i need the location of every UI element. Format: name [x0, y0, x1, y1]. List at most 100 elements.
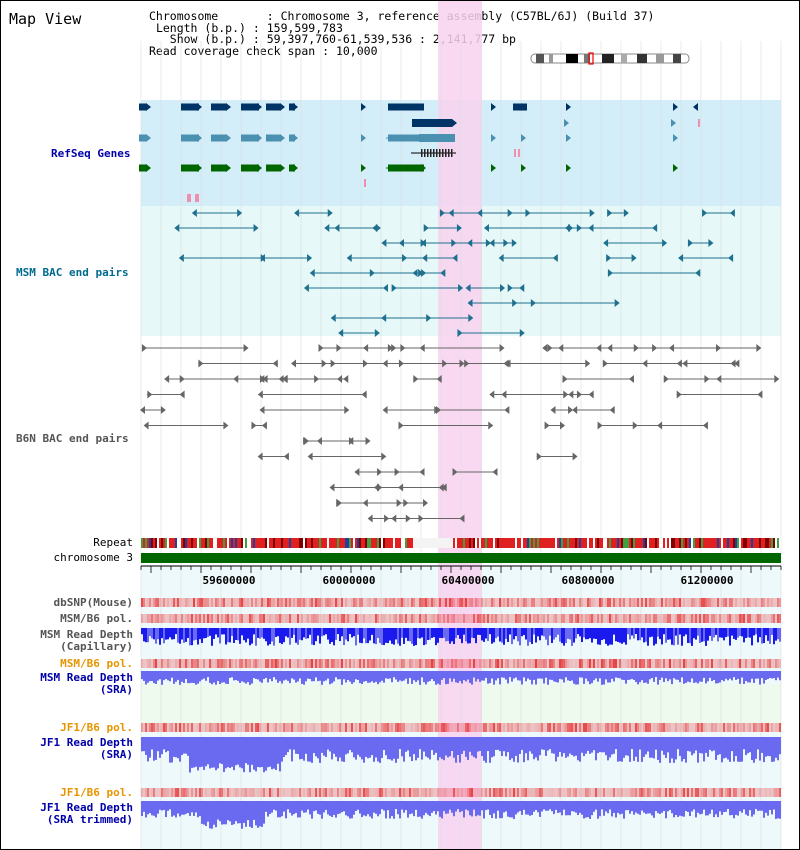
msm-pol-sra-cell: [331, 659, 333, 668]
msm-depth-sra-bar: [207, 671, 209, 678]
jf1-pol-trim-cell: [619, 788, 621, 797]
jf1-depth-sra-bar: [379, 737, 381, 763]
repeat-element: [657, 538, 659, 548]
msm-pol-cell: [581, 614, 583, 623]
jf1-pol-cell: [315, 723, 317, 732]
msm-pol-sra-cell: [321, 659, 323, 668]
jf1-pol-cell: [227, 723, 229, 732]
jf1-pol-cell: [183, 723, 185, 732]
msm-depth-cap-bar: [581, 628, 583, 643]
jf1-depth-trim-bar: [553, 801, 555, 815]
jf1-pol-trim-cell: [583, 788, 585, 797]
repeat-element: [583, 538, 585, 548]
msm-depth-cap-bar: [429, 628, 431, 640]
dbsnp-cell: [209, 598, 211, 607]
jf1-depth-sra-bar: [469, 737, 471, 752]
dbsnp-cell: [167, 598, 169, 607]
jf1-depth-trim-bar: [599, 801, 601, 817]
msm-depth-sra-bar: [603, 671, 605, 685]
repeat-element: [481, 538, 483, 548]
msm-depth-cap-bar: [715, 628, 717, 635]
jf1-pol-cell: [545, 723, 547, 732]
msm-depth-cap-bar: [583, 628, 585, 638]
jf1-pol-cell: [339, 723, 341, 732]
jf1-depth-sra-bar: [587, 737, 589, 751]
msm-pol-sra-cell: [443, 659, 445, 668]
msm-pol-sra-cell: [359, 659, 361, 668]
jf1-pol-trim-cell: [431, 788, 433, 797]
gene-arrow: [139, 406, 145, 414]
repeat-element: [235, 538, 237, 548]
msm-pol-sra-cell: [281, 659, 283, 668]
jf1-pol-cell: [699, 723, 701, 732]
gene-arrow: [521, 134, 526, 142]
jf1-depth-trim-bar: [675, 801, 677, 816]
repeat-element: [397, 538, 399, 548]
msm-pol-cell: [463, 614, 465, 623]
jf1-pol-trim-cell: [281, 788, 283, 797]
exon-block: [266, 103, 280, 111]
msm-pol-sra-cell: [691, 659, 693, 668]
repeat-element: [747, 538, 749, 548]
msm-depth-sra-bar: [599, 671, 601, 679]
dbsnp-cell: [623, 598, 625, 607]
msm-depth-cap-bar: [401, 628, 403, 638]
repeat-element: [241, 538, 243, 548]
jf1-depth-trim-bar: [453, 801, 455, 817]
jf1-depth-sra-bar: [223, 737, 225, 772]
jf1-depth-trim-bar: [713, 801, 715, 818]
jf1-pol-trim-cell: [379, 788, 381, 797]
jf1-depth-trim-bar: [393, 801, 395, 819]
gene-arrow: [435, 406, 441, 414]
msm-depth-sra-bar: [485, 671, 487, 678]
msm-pol-sra-cell: [153, 659, 155, 668]
msm-pol-cell: [441, 614, 443, 623]
jf1-pol-trim-cell: [537, 788, 539, 797]
jf1-depth-trim-bar: [151, 801, 153, 816]
jf1-pol-trim-cell: [721, 788, 723, 797]
dbsnp-cell: [385, 598, 387, 607]
msm-depth-sra-bar: [721, 671, 723, 681]
dbsnp-cell: [523, 598, 525, 607]
gene-arrow: [774, 375, 780, 383]
msm-depth-sra-bar: [455, 671, 457, 683]
jf1-depth-trim-bar: [181, 801, 183, 815]
jf1-pol-trim-cell: [303, 788, 305, 797]
jf1-depth-sra-bar: [541, 737, 543, 750]
repeat-element: [471, 538, 473, 548]
gene-arrow: [361, 134, 366, 142]
msm-pol-cell: [623, 614, 625, 623]
jf1-pol-trim-cell: [701, 788, 703, 797]
msm-pol-sra-cell: [687, 659, 689, 668]
jf1-depth-trim-bar: [701, 801, 703, 814]
dbsnp-cell: [507, 598, 509, 607]
jf1-depth-sra-bar: [341, 737, 343, 762]
jf1-depth-trim-bar: [207, 801, 209, 822]
jf1-pol-cell: [571, 723, 573, 732]
jf1-depth-sra-bar: [605, 737, 607, 756]
jf1-depth-sra-bar: [739, 737, 741, 762]
jf1-depth-sra-bar: [347, 737, 349, 754]
dbsnp-cell: [219, 598, 221, 607]
jf1-pol-cell: [363, 723, 365, 732]
repeat-element: [687, 538, 689, 548]
dbsnp-cell: [585, 598, 587, 607]
jf1-depth-trim-bar: [595, 801, 597, 810]
msm-depth-sra-bar: [617, 671, 619, 678]
jf1-depth-trim-bar: [425, 801, 427, 813]
jf1-pol-trim-cell: [447, 788, 449, 797]
msm-pol-cell: [633, 614, 635, 623]
dbsnp-cell: [327, 598, 329, 607]
repeat-element: [573, 538, 575, 548]
gene-arrow: [693, 103, 698, 111]
msm-pol-cell: [511, 614, 513, 623]
jf1-depth-sra-bar: [343, 737, 345, 762]
msm-depth-cap-bar: [177, 628, 179, 643]
jf1-depth-trim-bar: [263, 801, 265, 824]
msm-pol-sra-cell: [217, 659, 219, 668]
gene-arrow: [348, 437, 354, 445]
jf1-pol-trim-cell: [225, 788, 227, 797]
dbsnp-cell: [351, 598, 353, 607]
jf1-pol-trim-cell: [627, 788, 629, 797]
